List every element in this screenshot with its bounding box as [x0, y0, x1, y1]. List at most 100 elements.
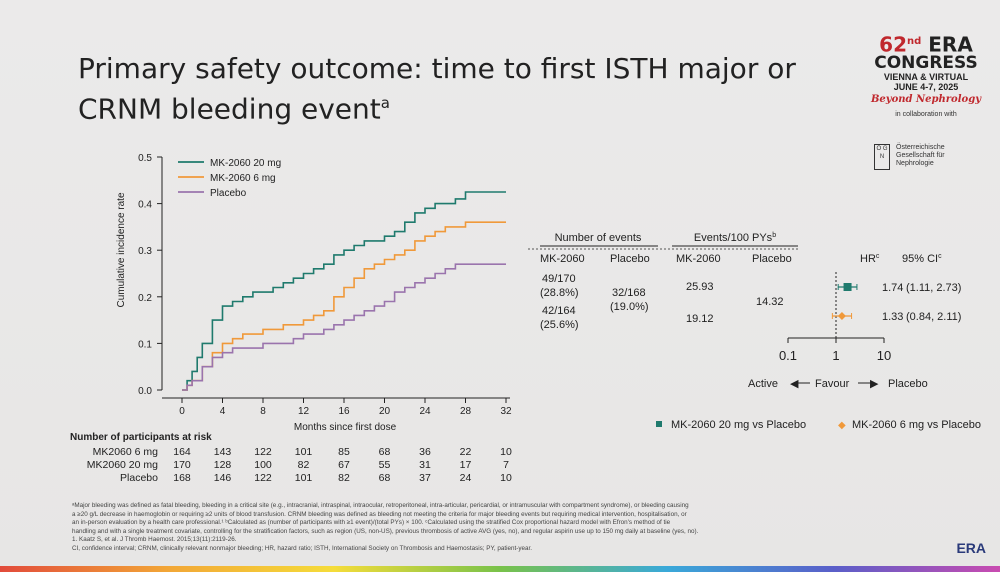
risk-cell: 164 [173, 446, 191, 458]
placebo-rate: 14.32 [756, 296, 784, 308]
x-tick-label: 28 [460, 406, 472, 417]
legend-mk6: MK-2060 6 mg vs Placebo [852, 419, 981, 431]
km-axes: 0.0 0.1 0.2 0.3 0.4 0.5 0 4 8 12 16 20 24 28 32 [138, 153, 512, 417]
legend-square-mk20 [656, 421, 662, 427]
footnotes: ᵃMajor bleeding was defined as fatal ble… [72, 502, 699, 552]
forest-ci-text-0: (1.11, 2.73) [906, 282, 961, 294]
x-tick-label: 32 [500, 406, 512, 417]
risk-cell: 10 [500, 472, 512, 484]
risk-cell: 10 [500, 446, 512, 458]
y-tick-label: 0.4 [138, 200, 152, 211]
risk-cell: 85 [338, 446, 350, 458]
x-tick-label: 20 [379, 406, 391, 417]
x-axis-label: Months since first dose [294, 422, 397, 433]
mk6-rate: 19.12 [686, 313, 714, 325]
direction-placebo: Placebo [888, 378, 928, 390]
y-tick-label: 0.0 [138, 386, 152, 397]
legend-label-2: Placebo [210, 188, 247, 199]
risk-table-rows: MK2060 6 mg 164 143 122 101 85 68 36 22 10 MK2060 … [0, 446, 560, 490]
forest-point-1 [837, 312, 846, 320]
forest-point-0 [843, 283, 852, 291]
col-placebo-rate: Placebo [752, 253, 792, 265]
km-series [182, 191, 506, 391]
forest-direction: Active ◀ Favour ▶ Placebo [748, 378, 928, 390]
risk-cell: 168 [173, 472, 191, 484]
rainbow-stripe [0, 566, 1000, 572]
col-mk2060: MK-2060 [540, 253, 585, 265]
risk-cell: 55 [378, 459, 391, 471]
forest-hr-0: 1.74 [882, 282, 903, 294]
risk-cell: 31 [419, 459, 431, 471]
mk20-rate: 25.93 [686, 281, 714, 293]
era-congress-logo: 62nd ERA CONGRESS VIENNA & VIRTUAL JUNE … [870, 32, 981, 118]
risk-cell: 82 [297, 459, 310, 471]
mk20-pct: (28.8%) [540, 287, 579, 299]
risk-cell: 24 [459, 472, 472, 484]
col-mk2060-rate: MK-2060 [676, 253, 721, 265]
forest-plot: 0.1 1 10 1.74 (1.11, 2.73) 1.33 (0.84, 2.11) [779, 272, 961, 363]
legend-diamond-mk6: ◆ [838, 420, 846, 431]
direction-favour: Favour [815, 378, 850, 390]
series-line-1 [182, 221, 506, 391]
forest-tick-label: 0.1 [779, 348, 797, 363]
forest-hr-1: 1.33 [882, 311, 903, 323]
direction-active: Active [748, 378, 778, 390]
risk-cell: 143 [213, 446, 232, 458]
y-tick-label: 0.2 [138, 293, 152, 304]
risk-cell: 7 [503, 459, 509, 471]
x-tick-label: 0 [179, 406, 185, 417]
legend-label-0: MK-2060 20 mg [210, 158, 281, 169]
forest-tick-label: 1 [832, 348, 839, 363]
forest-tick-label: 10 [877, 348, 891, 363]
x-tick-label: 24 [419, 406, 431, 417]
risk-row-label: Placebo [120, 472, 158, 484]
x-tick-label: 4 [220, 406, 226, 417]
events-header-rate: Events/100 PYsb [694, 232, 776, 244]
mk20-events: 49/170 [542, 273, 576, 285]
risk-cell: 68 [378, 446, 391, 458]
placebo-events: 32/168 [612, 287, 646, 299]
slide-title: Primary safety outcome: time to first IS… [78, 52, 796, 126]
risk-cell: 22 [459, 446, 472, 458]
risk-cell: 36 [419, 446, 431, 458]
risk-cell: 82 [338, 472, 350, 484]
forest-legend: MK-2060 20 mg vs Placebo ◆ MK-2060 6 mg … [656, 419, 981, 431]
forest-ci-text-1: (0.84, 2.11) [906, 311, 961, 323]
y-axis-label: Cumulative incidence rate [116, 192, 127, 307]
mk6-pct: (25.6%) [540, 319, 579, 331]
risk-cell: 68 [378, 472, 391, 484]
col-placebo: Placebo [610, 253, 650, 265]
y-tick-label: 0.5 [138, 153, 152, 164]
risk-cell: 100 [254, 459, 272, 471]
risk-cell: 122 [254, 446, 272, 458]
risk-row-label: MK2060 6 mg [92, 446, 158, 458]
era-logo-small: ERA [956, 540, 986, 556]
risk-cell: 101 [294, 472, 313, 484]
legend-label-1: MK-2060 6 mg [210, 173, 276, 184]
risk-cell: 170 [173, 459, 191, 471]
risk-table: Number of participants at risk [70, 432, 212, 446]
risk-cell: 67 [338, 459, 350, 471]
y-tick-label: 0.1 [138, 339, 152, 350]
forest-hr-header: HRc [860, 253, 880, 265]
events-header-number: Number of events [555, 232, 642, 244]
forest-header: HRc 95% CIc [860, 253, 942, 265]
oegn-logo: Ö G N Österreichische Gesellschaft für N… [874, 142, 970, 172]
risk-cell: 17 [459, 459, 472, 471]
x-tick-label: 8 [260, 406, 266, 417]
risk-table-title: Number of participants at risk [70, 432, 212, 443]
risk-cell: 146 [213, 472, 232, 484]
risk-row-label: MK2060 20 mg [86, 459, 158, 471]
x-tick-label: 12 [298, 406, 310, 417]
km-legend: MK-2060 20 mg MK-2060 6 mg Placebo [178, 158, 281, 199]
series-line-0 [182, 191, 506, 391]
legend-mk20: MK-2060 20 mg vs Placebo [671, 419, 806, 431]
risk-cell: 37 [419, 472, 431, 484]
y-tick-label: 0.3 [138, 246, 152, 257]
x-tick-label: 16 [338, 406, 350, 417]
placebo-pct: (19.0%) [610, 301, 649, 313]
direction-arrow-right: ▶ [870, 378, 879, 390]
